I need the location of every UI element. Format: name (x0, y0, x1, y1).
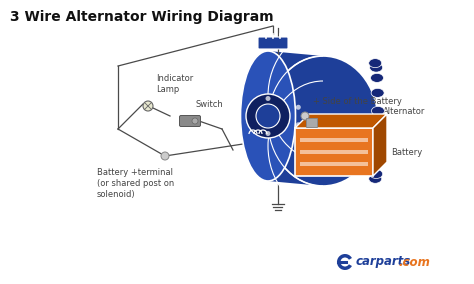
Polygon shape (268, 51, 323, 186)
Circle shape (265, 96, 271, 101)
Text: Indicator
Lamp: Indicator Lamp (156, 74, 193, 94)
FancyBboxPatch shape (258, 37, 288, 49)
Circle shape (340, 258, 349, 266)
Circle shape (296, 122, 301, 127)
Ellipse shape (369, 174, 382, 183)
Text: carparts: carparts (356, 256, 411, 268)
Wedge shape (337, 254, 352, 270)
Circle shape (143, 101, 153, 111)
Ellipse shape (371, 144, 384, 153)
FancyBboxPatch shape (300, 138, 368, 142)
Circle shape (265, 131, 271, 136)
Text: Battery: Battery (391, 147, 422, 156)
FancyBboxPatch shape (300, 150, 368, 154)
Ellipse shape (371, 88, 384, 97)
Ellipse shape (240, 51, 295, 181)
Ellipse shape (372, 106, 384, 115)
Ellipse shape (372, 126, 384, 135)
Polygon shape (295, 114, 387, 128)
FancyBboxPatch shape (307, 118, 318, 128)
Circle shape (301, 112, 309, 120)
Ellipse shape (268, 56, 378, 186)
FancyBboxPatch shape (300, 162, 368, 166)
Text: 3 Wire Alternator Wiring Diagram: 3 Wire Alternator Wiring Diagram (10, 10, 273, 24)
Text: Switch: Switch (195, 100, 223, 109)
Circle shape (256, 104, 280, 128)
Ellipse shape (371, 73, 383, 82)
Circle shape (235, 122, 240, 127)
Circle shape (235, 105, 240, 110)
Circle shape (296, 105, 301, 110)
Circle shape (192, 118, 198, 124)
Text: .com: .com (398, 256, 430, 268)
Ellipse shape (370, 170, 383, 178)
Ellipse shape (370, 63, 383, 72)
Text: Battery +terminal
(or shared post on
solenoid): Battery +terminal (or shared post on sol… (97, 168, 174, 199)
Text: + Side of the Battery: + Side of the Battery (313, 97, 402, 106)
Circle shape (246, 94, 290, 138)
Ellipse shape (369, 59, 382, 68)
Polygon shape (373, 114, 387, 176)
Text: Alternator: Alternator (383, 106, 425, 116)
FancyBboxPatch shape (180, 116, 201, 126)
Circle shape (161, 152, 169, 160)
Polygon shape (295, 128, 373, 176)
Ellipse shape (371, 159, 383, 168)
